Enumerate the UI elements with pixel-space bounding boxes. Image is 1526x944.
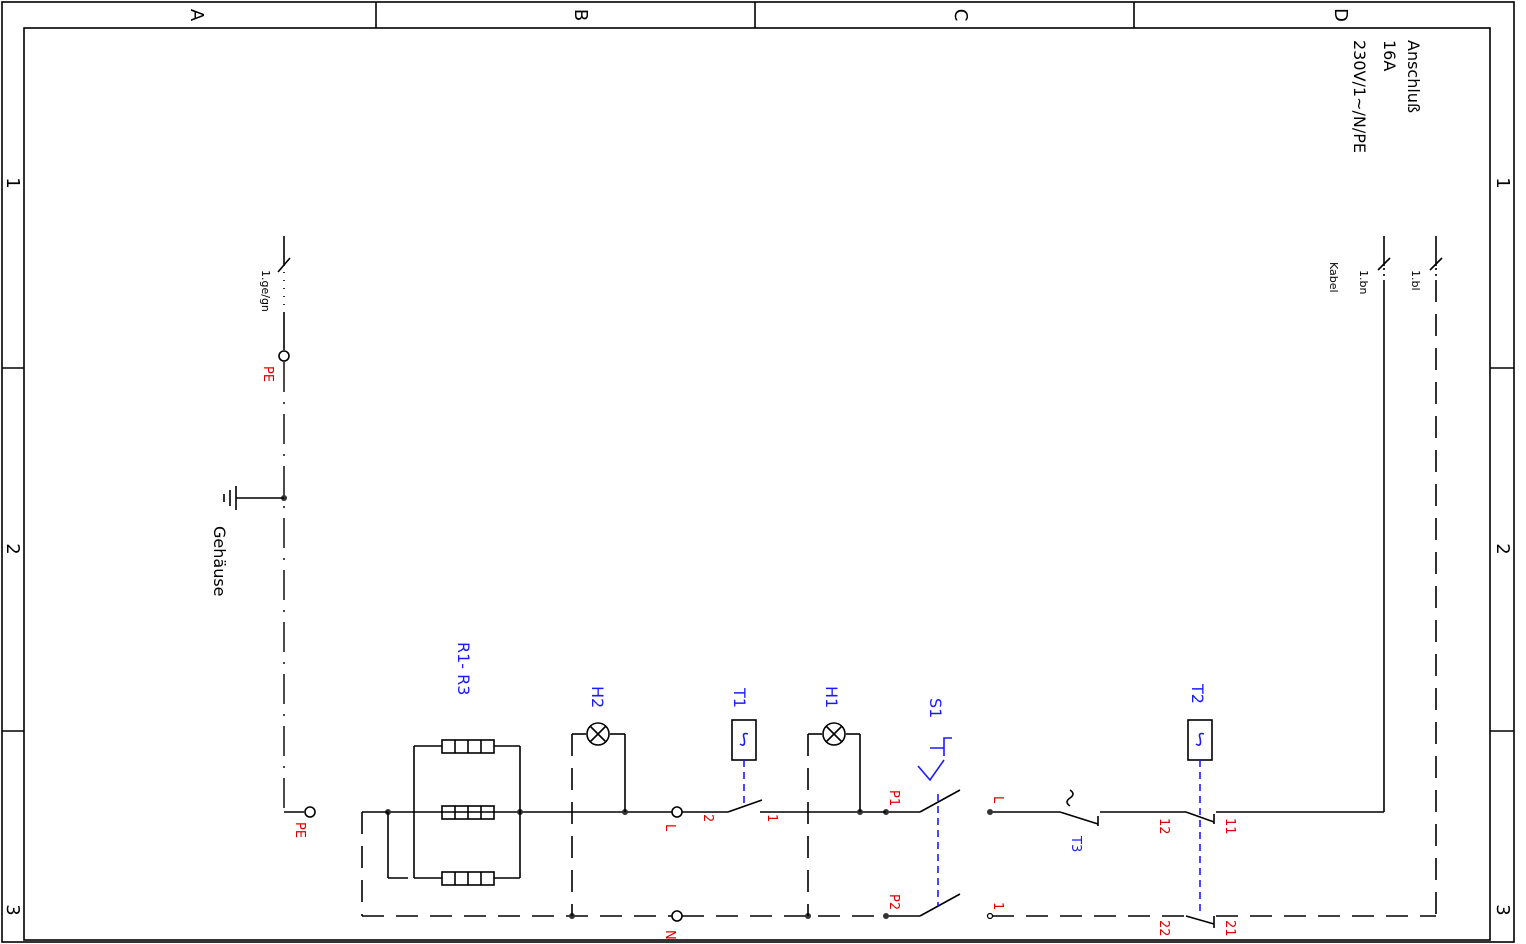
column-label-c: C xyxy=(950,9,971,22)
row-label-3-left: 3 xyxy=(2,904,23,915)
thermostat-t1: T1 xyxy=(730,687,757,804)
neutral-line xyxy=(361,280,1437,928)
row-label-1-right: 1 xyxy=(1492,177,1513,188)
row-label-3-right: 3 xyxy=(1492,904,1513,915)
terminal-n-label: N xyxy=(662,930,677,940)
s1-p2-label: P2 xyxy=(886,894,901,910)
lamp-h1-label: H1 xyxy=(822,686,841,708)
wire-label-bl: 1.bl xyxy=(1409,270,1422,291)
s1-1-label: 1 xyxy=(990,902,1005,910)
row-label-1-left: 1 xyxy=(2,177,23,188)
terminal-l-label: L xyxy=(662,824,677,832)
s1-l-label: L xyxy=(990,796,1005,804)
t2-contact-12-label: 12 xyxy=(1156,818,1171,835)
terminal-labels: L N 2 1 P1 P2 L 1 12 11 22 21 xyxy=(662,790,1237,940)
thermostat-t2-label: T2 xyxy=(1188,683,1207,704)
pe-terminal-circle xyxy=(278,350,290,362)
row-label-2-right: 2 xyxy=(1492,543,1513,554)
t2-contact-11-label: 11 xyxy=(1222,818,1237,835)
supply-title: Anschluß xyxy=(1404,40,1423,113)
t1-contact-2-label: 2 xyxy=(700,814,715,822)
thermostat-t1-label: T1 xyxy=(730,687,749,708)
column-labels: A B C D xyxy=(186,8,1351,22)
cable-label: Kabel xyxy=(1327,262,1340,293)
terminal-n-circle xyxy=(671,910,683,922)
supply-annotation: Anschluß 16A 230V/1~/N/PE xyxy=(1350,40,1423,153)
t2-contact-22-label: 22 xyxy=(1156,920,1171,937)
lamp-h2-icon xyxy=(586,722,610,746)
heater-label: R1- R3 xyxy=(454,642,473,695)
pe-terminal-label: PE xyxy=(260,366,275,382)
housing-label: Gehäuse xyxy=(210,526,229,597)
protective-earth: 1.ge/gn PE PE Gehäuse xyxy=(210,236,316,838)
switch-s1-icon xyxy=(930,737,952,756)
row-label-2-left: 2 xyxy=(2,543,23,554)
column-label-a: A xyxy=(186,9,207,22)
phase-line xyxy=(385,280,1385,826)
heater-bank: R1- R3 xyxy=(387,642,521,886)
thermostat-t2: T2 xyxy=(1187,683,1213,916)
lamp-h1-icon xyxy=(822,722,846,746)
wire-label-bn: 1.bn xyxy=(1357,270,1370,294)
lamp-h1: H1 xyxy=(807,686,861,916)
row-labels: 1 2 3 1 2 3 xyxy=(2,177,1513,915)
column-label-d: D xyxy=(1330,8,1351,22)
t2-contact-21-label: 21 xyxy=(1222,920,1237,937)
switch-s1-label: S1 xyxy=(926,698,945,718)
column-label-b: B xyxy=(570,9,591,21)
thermostat-t3-label: T3 xyxy=(1068,835,1083,852)
pe-bottom-label: PE xyxy=(292,822,307,838)
pe-bottom-terminal-circle xyxy=(304,806,316,818)
t1-contact-1-label: 1 xyxy=(764,814,779,822)
lamp-h2-label: H2 xyxy=(588,686,607,708)
wire-label-gegn: 1.ge/gn xyxy=(259,270,272,312)
switch-s1: S1 xyxy=(917,698,952,906)
lamp-h2: H2 xyxy=(571,686,626,916)
supply-current: 16A xyxy=(1380,40,1399,71)
supply-voltage: 230V/1~/N/PE xyxy=(1350,40,1369,153)
s1-p1-label: P1 xyxy=(886,790,901,806)
cable-entry: 1.bl 1.bn Kabel xyxy=(1327,236,1443,294)
terminal-l-circle xyxy=(671,806,683,818)
